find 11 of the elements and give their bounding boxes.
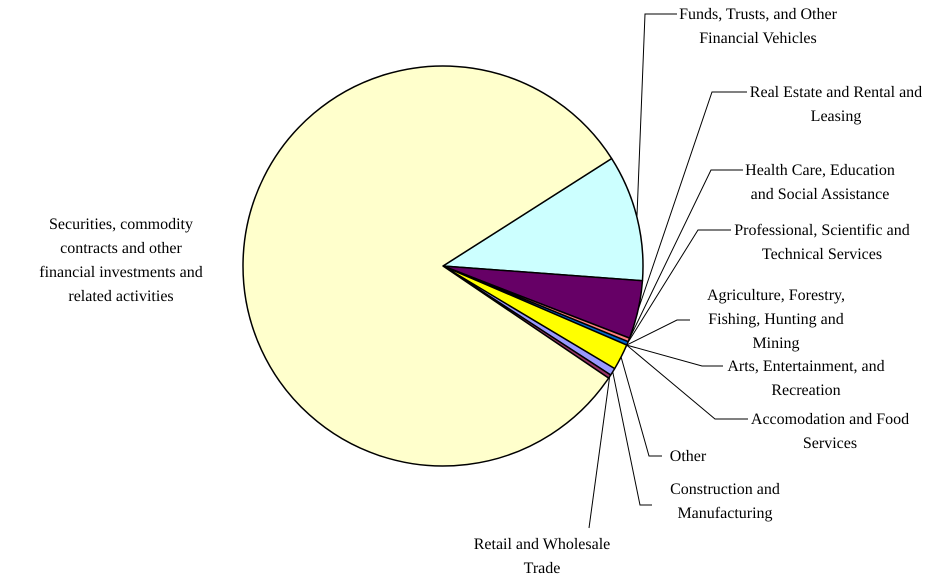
slice-label: Funds, Trusts, and Other Financial Vehicles — [679, 6, 838, 47]
slice-label: Construction and Manufacturing — [670, 481, 780, 522]
category-label: Agriculture, Forestry, Fishing, Hunting and Mining — [706, 287, 846, 352]
slice-label: Securities, commodity contracts and other financial investments and related activities — [39, 216, 203, 305]
slice-label: Other — [670, 448, 707, 465]
category-label: Accomodation and Food Services — [750, 411, 910, 452]
slice-label: Retail and Wholesale Trade — [474, 536, 610, 577]
slice-label: Health Care, Education and Social Assistance — [745, 162, 895, 203]
slice-label: Real Estate and Rental and Leasing — [750, 84, 922, 125]
category-label: Arts, Entertainment, and Recreation — [727, 358, 885, 399]
slice-label: Professional, Scientific and Technical Services — [734, 222, 910, 263]
